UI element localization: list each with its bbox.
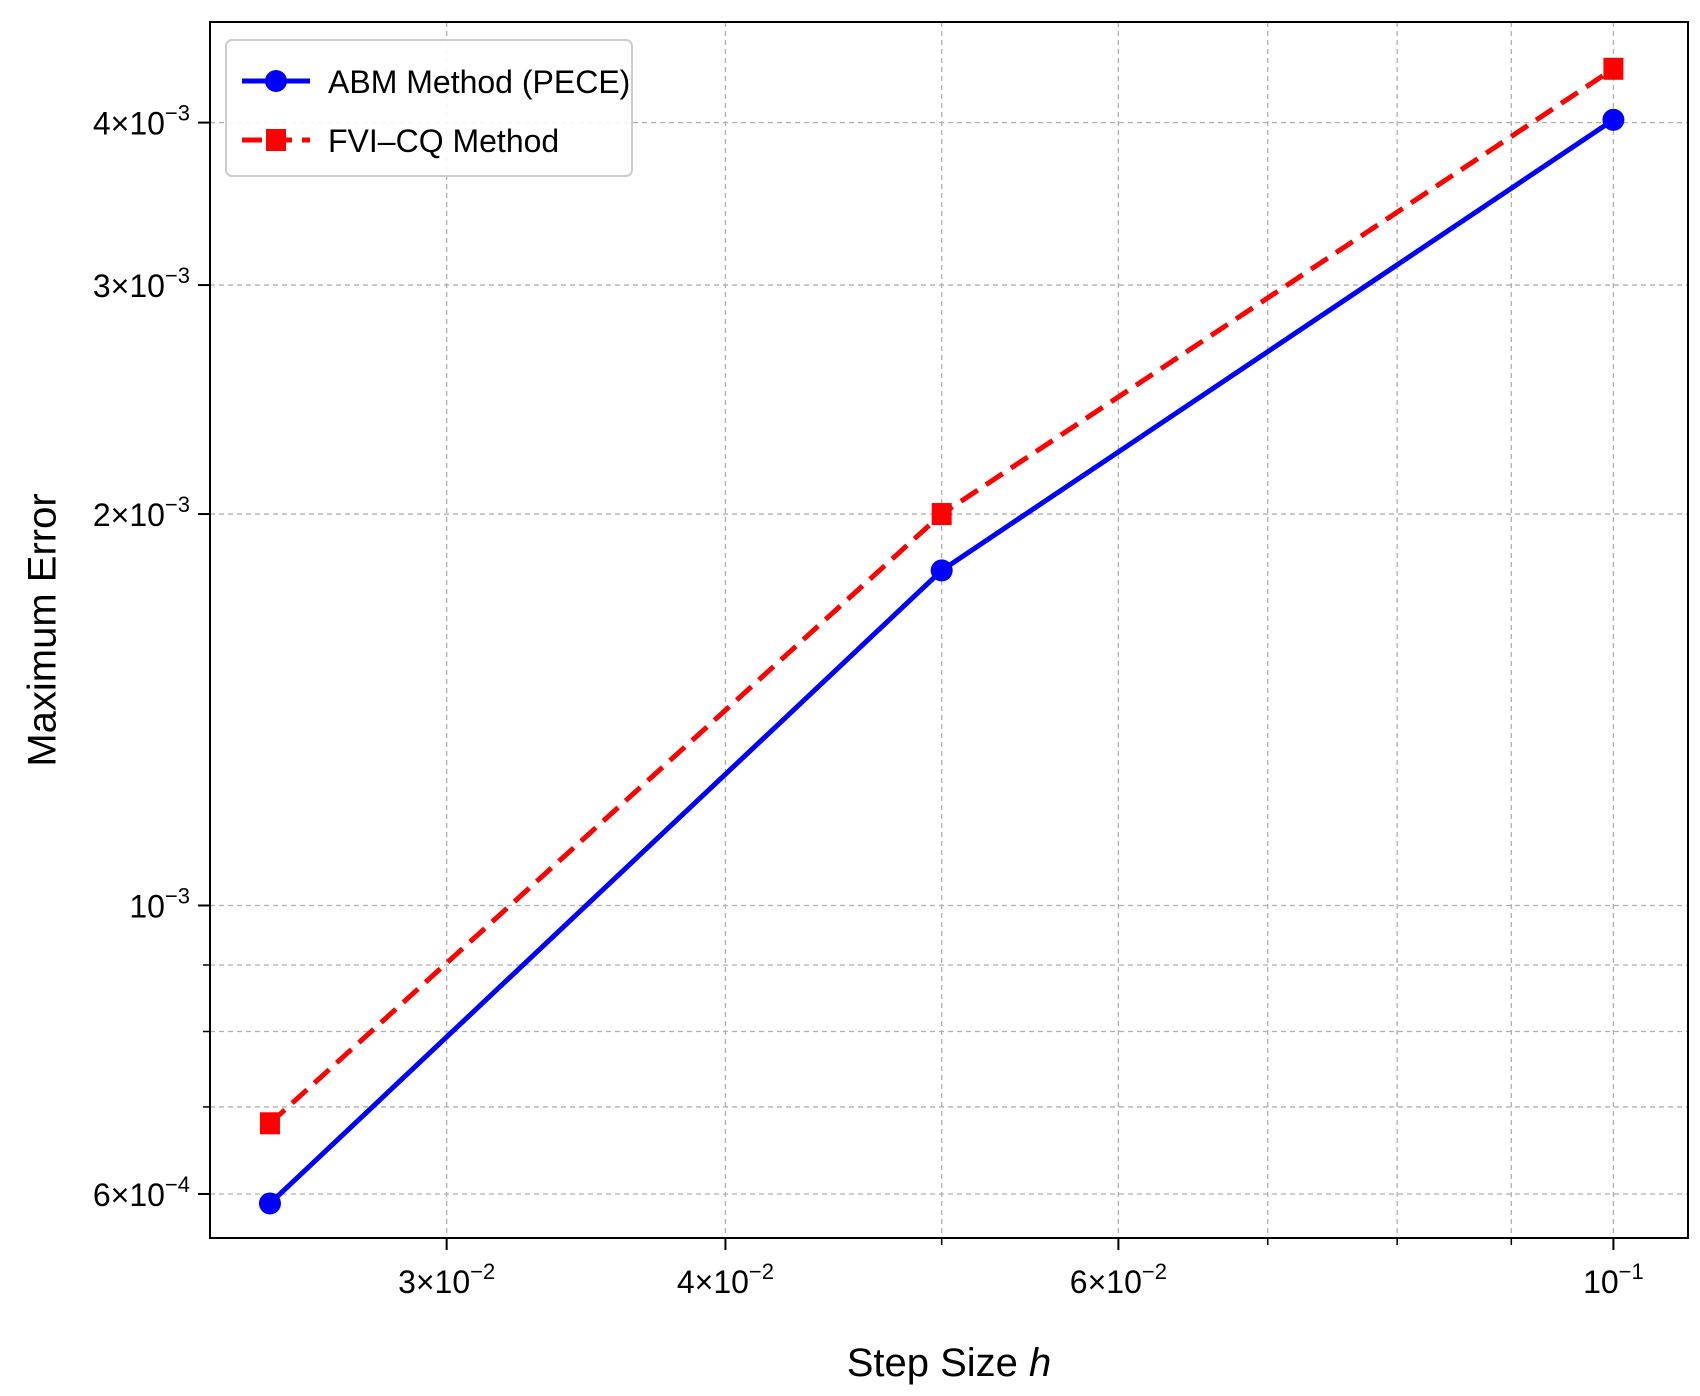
y-tick-label: 10−3 bbox=[129, 883, 190, 924]
y-tick-label: 4×10−3 bbox=[93, 101, 190, 142]
series-0-point bbox=[1602, 108, 1625, 131]
y-tick-label: 2×10−3 bbox=[93, 492, 190, 533]
plot-frame bbox=[209, 21, 1689, 1239]
legend: ABM Method (PECE) FVI–CQ Method bbox=[225, 39, 633, 177]
x-axis-label: Step Size h bbox=[847, 1341, 1052, 1385]
x-tick-label: 4×10−2 bbox=[677, 1259, 774, 1300]
legend-label-1: FVI–CQ Method bbox=[328, 123, 559, 159]
series-0-point bbox=[930, 559, 953, 582]
series-0-point bbox=[258, 1192, 281, 1215]
y-tick-label: 3×10−3 bbox=[93, 263, 190, 304]
x-tick-label: 10−1 bbox=[1583, 1259, 1644, 1300]
minor-tick-layer bbox=[203, 964, 1513, 1245]
grid-layer bbox=[210, 22, 1688, 1238]
x-tick-label: 3×10−2 bbox=[398, 1259, 495, 1300]
series-1-point bbox=[931, 503, 952, 526]
series-1-point bbox=[1603, 57, 1624, 80]
x-axis-label-variable: h bbox=[1029, 1341, 1051, 1385]
series-1-point bbox=[259, 1112, 280, 1135]
x-tick-label: 6×10−2 bbox=[1070, 1259, 1167, 1300]
legend-marker-0 bbox=[265, 70, 287, 92]
series-layer bbox=[258, 57, 1625, 1215]
y-axis-label: Maximum Error bbox=[21, 493, 65, 766]
legend-marker-1 bbox=[266, 129, 286, 151]
x-axis-label-text: Step Size bbox=[847, 1341, 1018, 1385]
y-tick-label: 6×10−4 bbox=[93, 1172, 190, 1213]
tick-layer: 3×10−2 4×10−2 6×10−2 10−1 6×10−4 10−3 2×10−3 3×… bbox=[93, 101, 1644, 1300]
legend-label-0: ABM Method (PECE) bbox=[328, 64, 630, 100]
legend-box bbox=[225, 39, 633, 177]
